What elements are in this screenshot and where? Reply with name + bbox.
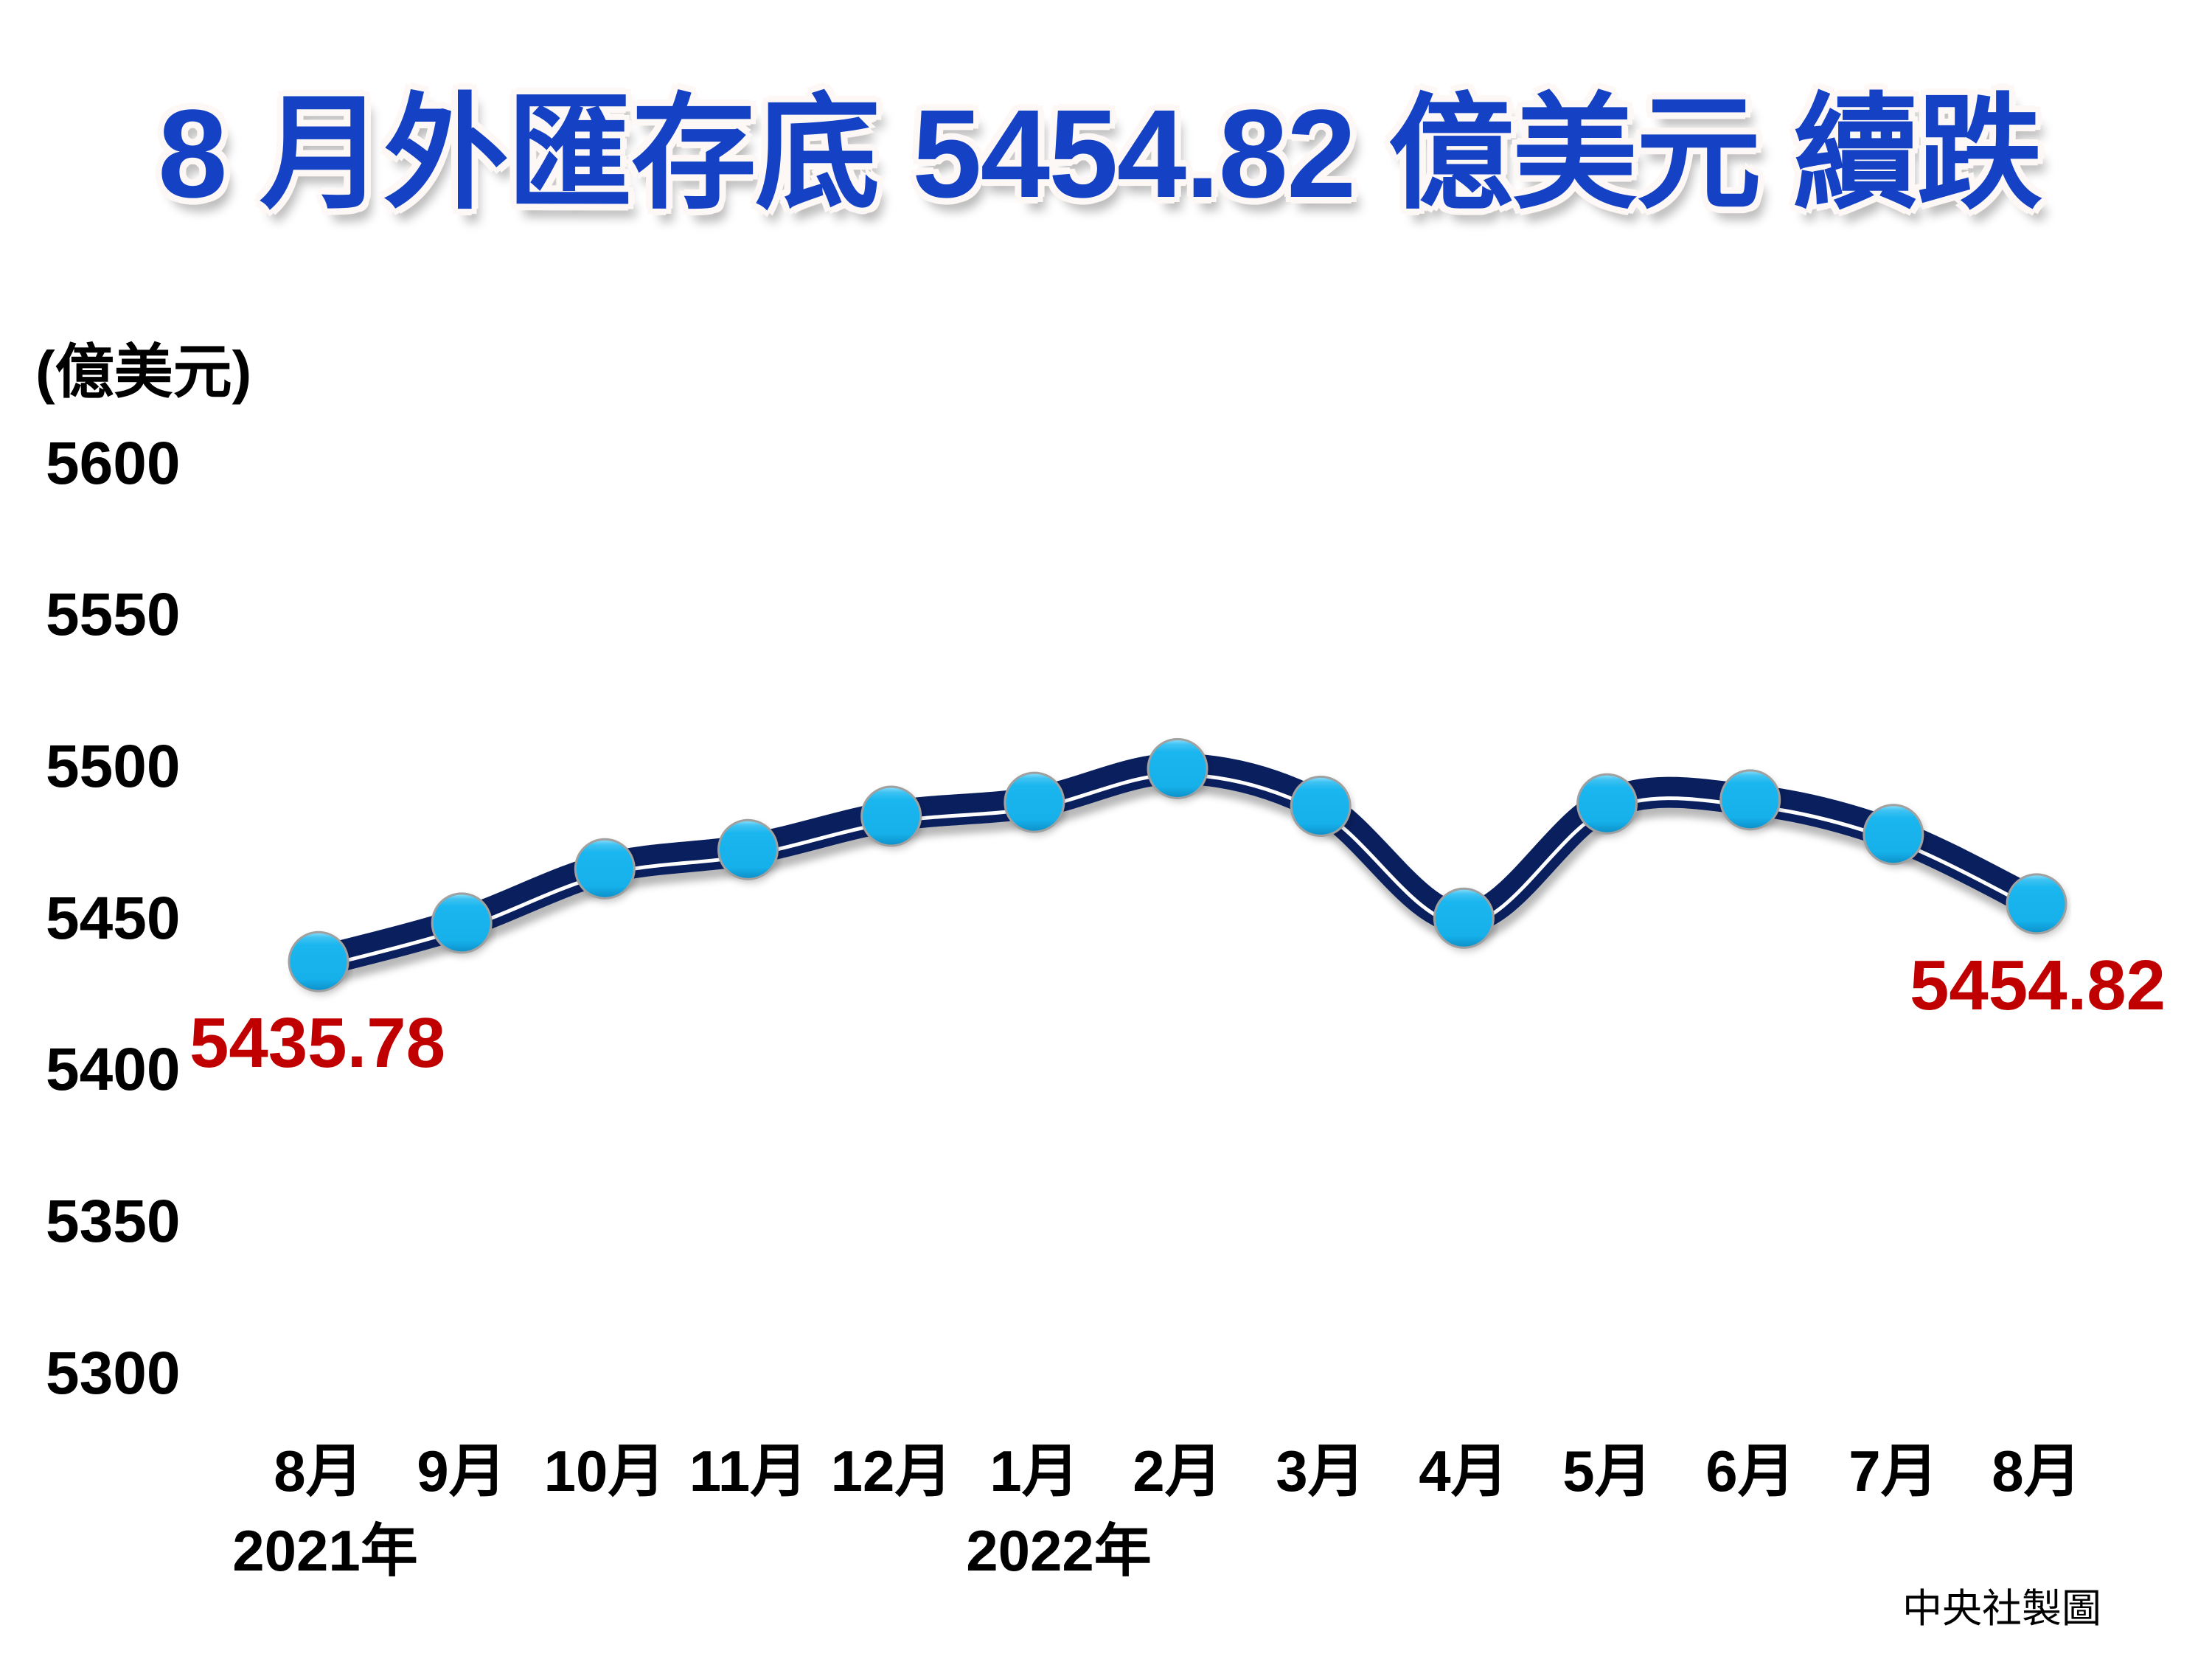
x-tick-label: 12月 <box>830 1439 953 1503</box>
data-point-marker <box>1863 804 1924 866</box>
data-point-marker <box>1433 887 1495 949</box>
chart-title: 8 月外匯存底 5454.82 億美元 續跌 <box>158 84 2042 224</box>
x-tick-label: 1月 <box>990 1439 1079 1503</box>
x-tick-label: 8月 <box>1992 1439 2081 1503</box>
data-label-end: 5454.82 <box>1910 946 2166 1025</box>
source-credit: 中央社製圖 <box>1902 1587 2101 1631</box>
data-point-marker <box>860 785 922 847</box>
y-tick-label: 5500 <box>46 733 181 800</box>
x-tick-label: 2月 <box>1133 1439 1222 1503</box>
y-tick-label: 5550 <box>46 581 181 648</box>
data-point-marker <box>431 892 493 954</box>
x-tick-label: 6月 <box>1705 1439 1795 1503</box>
year-label-2022: 2022年 <box>966 1518 1152 1583</box>
data-point-marker <box>288 931 349 992</box>
data-label-start: 5435.78 <box>189 1004 446 1082</box>
data-point-marker <box>1004 771 1065 833</box>
y-tick-label: 5350 <box>46 1188 181 1255</box>
data-point-marker <box>1290 775 1352 837</box>
x-tick-label: 5月 <box>1562 1439 1652 1503</box>
x-tick-label: 3月 <box>1276 1439 1366 1503</box>
data-point-marker <box>574 838 636 900</box>
y-axis-unit-label: (億美元) <box>35 339 252 405</box>
x-tick-label: 10月 <box>543 1439 666 1503</box>
x-tick-label: 8月 <box>274 1439 364 1503</box>
data-point-marker <box>1576 773 1638 835</box>
data-point-markers <box>288 737 2069 995</box>
x-tick-label: 9月 <box>417 1439 507 1503</box>
data-point-marker <box>2006 873 2067 935</box>
y-tick-label: 5600 <box>46 430 181 497</box>
data-point-marker <box>1147 737 1208 799</box>
x-tick-label: 4月 <box>1419 1439 1509 1503</box>
data-point-marker <box>717 818 779 880</box>
y-tick-label: 5450 <box>46 885 181 952</box>
x-tick-label: 11月 <box>689 1439 808 1503</box>
year-label-2021: 2021年 <box>232 1518 418 1583</box>
x-tick-label: 7月 <box>1848 1439 1938 1503</box>
y-tick-label: 5400 <box>46 1036 181 1103</box>
data-point-marker <box>1719 769 1781 831</box>
y-tick-label: 5300 <box>46 1340 181 1407</box>
